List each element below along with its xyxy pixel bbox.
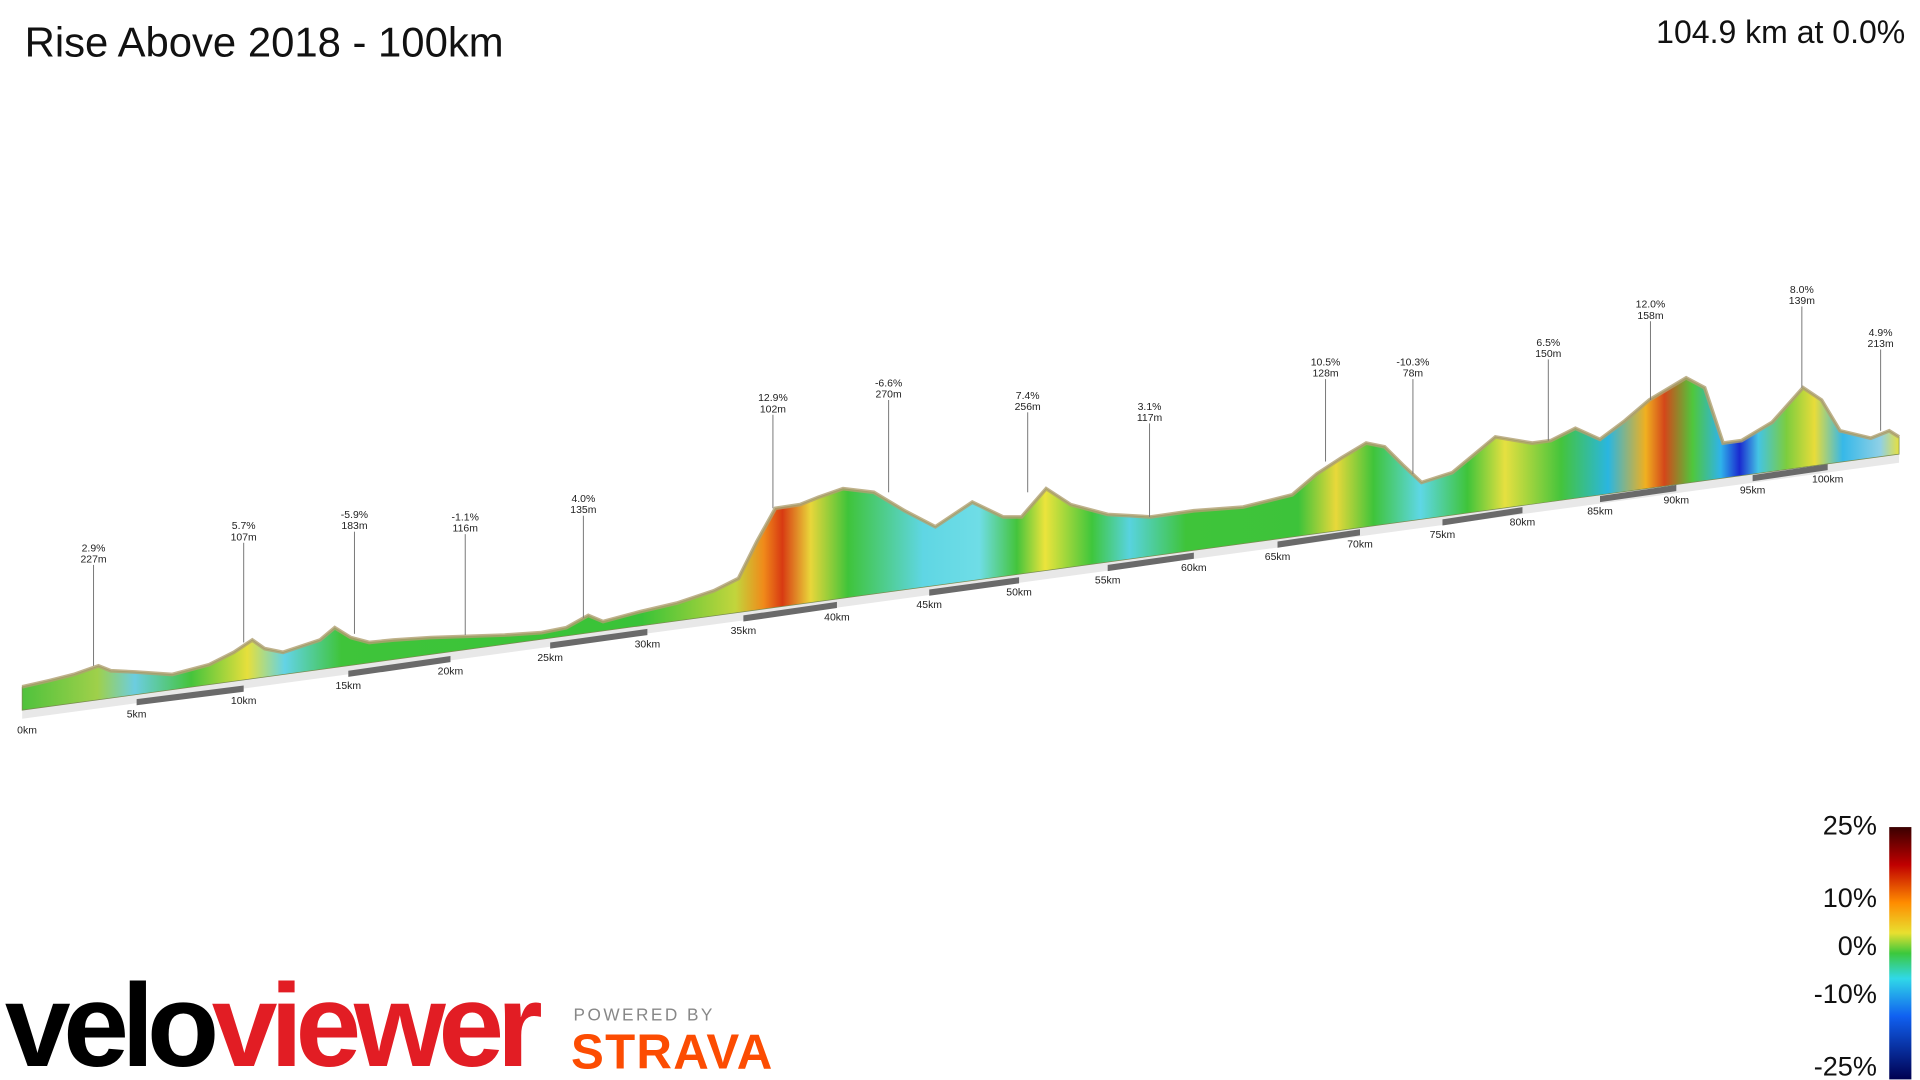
markers: 2.9%227m5.7%107m-5.9%183m-1.1%116m4.0%13…	[80, 285, 1894, 666]
distance-label: 60km	[1181, 563, 1207, 574]
legend-label: -10%	[1814, 978, 1877, 1009]
distance-segment	[348, 656, 451, 677]
distance-segment	[1277, 529, 1360, 548]
distance-label: 0km	[17, 726, 37, 737]
marker-elevation: 139m	[1789, 296, 1815, 307]
segments	[136, 464, 1828, 706]
marker-elevation: 150m	[1535, 349, 1561, 360]
marker-grade: 4.0%	[571, 494, 595, 505]
distance-segment	[929, 577, 1020, 596]
marker-grade: -10.3%	[1396, 358, 1429, 369]
distance-label: 25km	[537, 653, 563, 664]
marker-grade: 7.4%	[1016, 391, 1040, 402]
marker-grade: 3.1%	[1138, 402, 1162, 413]
marker-grade: 8.0%	[1790, 285, 1814, 296]
distance-segment	[1107, 552, 1194, 572]
logo-velo: velo	[5, 960, 215, 1080]
marker-elevation: 213m	[1868, 339, 1894, 350]
distance-labels: 0km 5km 10km 15km 20km 25km 30km 35km 40km 45km 50…	[17, 474, 1843, 736]
distance-label: 90km	[1664, 495, 1690, 506]
distance-label: 85km	[1587, 506, 1613, 517]
distance-label: 30km	[635, 639, 661, 650]
distance-label: 75km	[1430, 530, 1456, 541]
marker-grade: 12.0%	[1636, 300, 1666, 311]
marker-elevation: 227m	[80, 554, 106, 565]
distance-label: 35km	[731, 626, 757, 637]
marker-grade: 12.9%	[758, 393, 788, 404]
marker-grade: 4.9%	[1869, 328, 1893, 339]
distance-segment	[743, 601, 837, 622]
marker-elevation: 102m	[760, 404, 786, 415]
distance-segment	[1600, 484, 1677, 503]
marker-elevation: 270m	[876, 390, 902, 401]
distance-label: 20km	[438, 666, 464, 677]
marker-elevation: 78m	[1403, 369, 1424, 380]
summary: 104.9 km at 0.0%	[1656, 14, 1905, 50]
marker-elevation: 256m	[1015, 402, 1041, 413]
powered-by: POWERED BY	[574, 1004, 715, 1024]
legend-label: 0%	[1838, 930, 1877, 961]
legend-label: 10%	[1823, 882, 1877, 913]
marker-elevation: 116m	[453, 524, 479, 535]
distance-segment	[550, 628, 648, 649]
distance-label: 5km	[127, 710, 147, 721]
logo: veloviewer	[5, 960, 542, 1080]
distance-label: 55km	[1095, 575, 1121, 586]
marker-elevation: 117m	[1137, 413, 1163, 424]
distance-label: 70km	[1347, 540, 1373, 551]
distance-label: 100km	[1812, 474, 1844, 485]
marker-grade: 10.5%	[1311, 358, 1341, 369]
marker-grade: 5.7%	[232, 521, 256, 532]
strava: STRAVA	[571, 1024, 773, 1079]
distance-label: 40km	[824, 612, 850, 623]
marker-elevation: 158m	[1637, 311, 1663, 322]
distance-label: 50km	[1006, 588, 1032, 599]
legend-label: -25%	[1814, 1051, 1877, 1080]
distance-segment	[1752, 464, 1828, 482]
title: Rise Above 2018 - 100km	[25, 19, 504, 66]
logo-viewer: viewer	[212, 960, 542, 1080]
legend-label: 25%	[1823, 809, 1877, 840]
legend: 25% 10% 0% -10% -25%	[1814, 809, 1877, 1080]
marker-elevation: 107m	[231, 532, 257, 543]
distance-label: 45km	[916, 600, 942, 611]
profile-ridge	[21, 375, 1901, 689]
marker-grade: -1.1%	[452, 513, 479, 524]
distance-label: 80km	[1510, 518, 1536, 529]
marker-grade: -6.6%	[875, 378, 902, 389]
distance-segment	[1442, 507, 1523, 526]
marker-grade: 2.9%	[82, 543, 106, 554]
marker-grade: -5.9%	[341, 510, 368, 521]
marker-elevation: 135m	[570, 505, 596, 516]
distance-label: 10km	[231, 696, 257, 707]
distance-label: 15km	[336, 681, 362, 692]
distance-label: 65km	[1265, 552, 1291, 563]
distance-segment	[136, 685, 244, 706]
legend-bar	[1889, 827, 1912, 1080]
marker-elevation: 128m	[1312, 369, 1338, 380]
marker-grade: 6.5%	[1536, 338, 1560, 349]
distance-label: 95km	[1740, 486, 1766, 497]
marker-elevation: 183m	[341, 521, 367, 532]
